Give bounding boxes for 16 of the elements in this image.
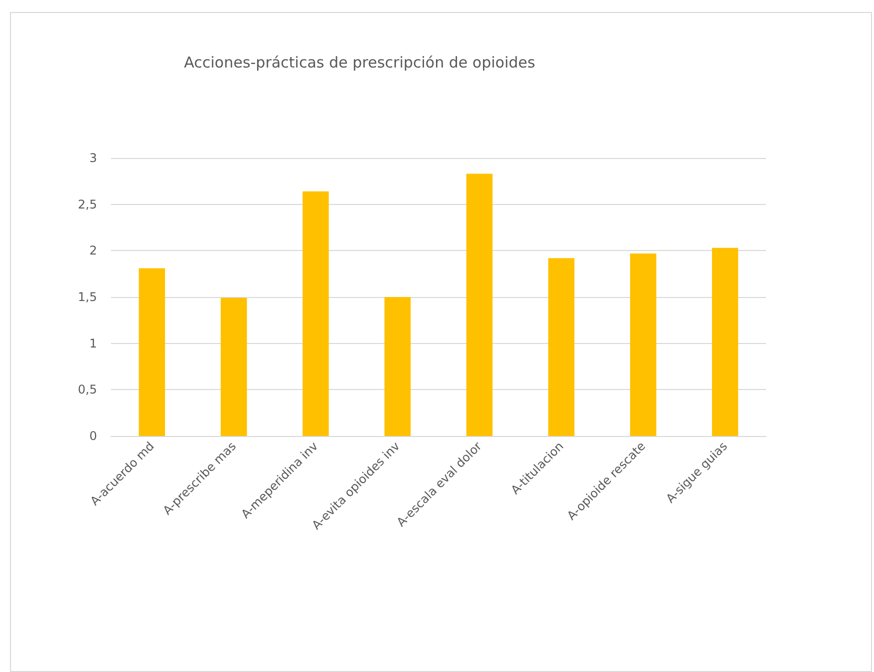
y-tick-label: 0 [89, 429, 97, 443]
bar [466, 174, 493, 436]
chart-title: Acciones-prácticas de prescripción de opioides [184, 54, 536, 72]
y-tick-label: 3 [89, 151, 97, 165]
bar [220, 298, 247, 436]
y-tick-label: 2 [89, 244, 97, 258]
bar [548, 258, 574, 436]
bar [384, 297, 411, 436]
bar [302, 191, 329, 436]
y-tick-label: 0,5 [78, 382, 97, 397]
bar [138, 268, 166, 436]
y-tick-label: 1 [89, 336, 97, 350]
y-tick-label: 1,5 [78, 290, 97, 304]
bar [630, 253, 656, 436]
bar [712, 248, 738, 436]
y-tick-label: 2,5 [78, 197, 97, 212]
